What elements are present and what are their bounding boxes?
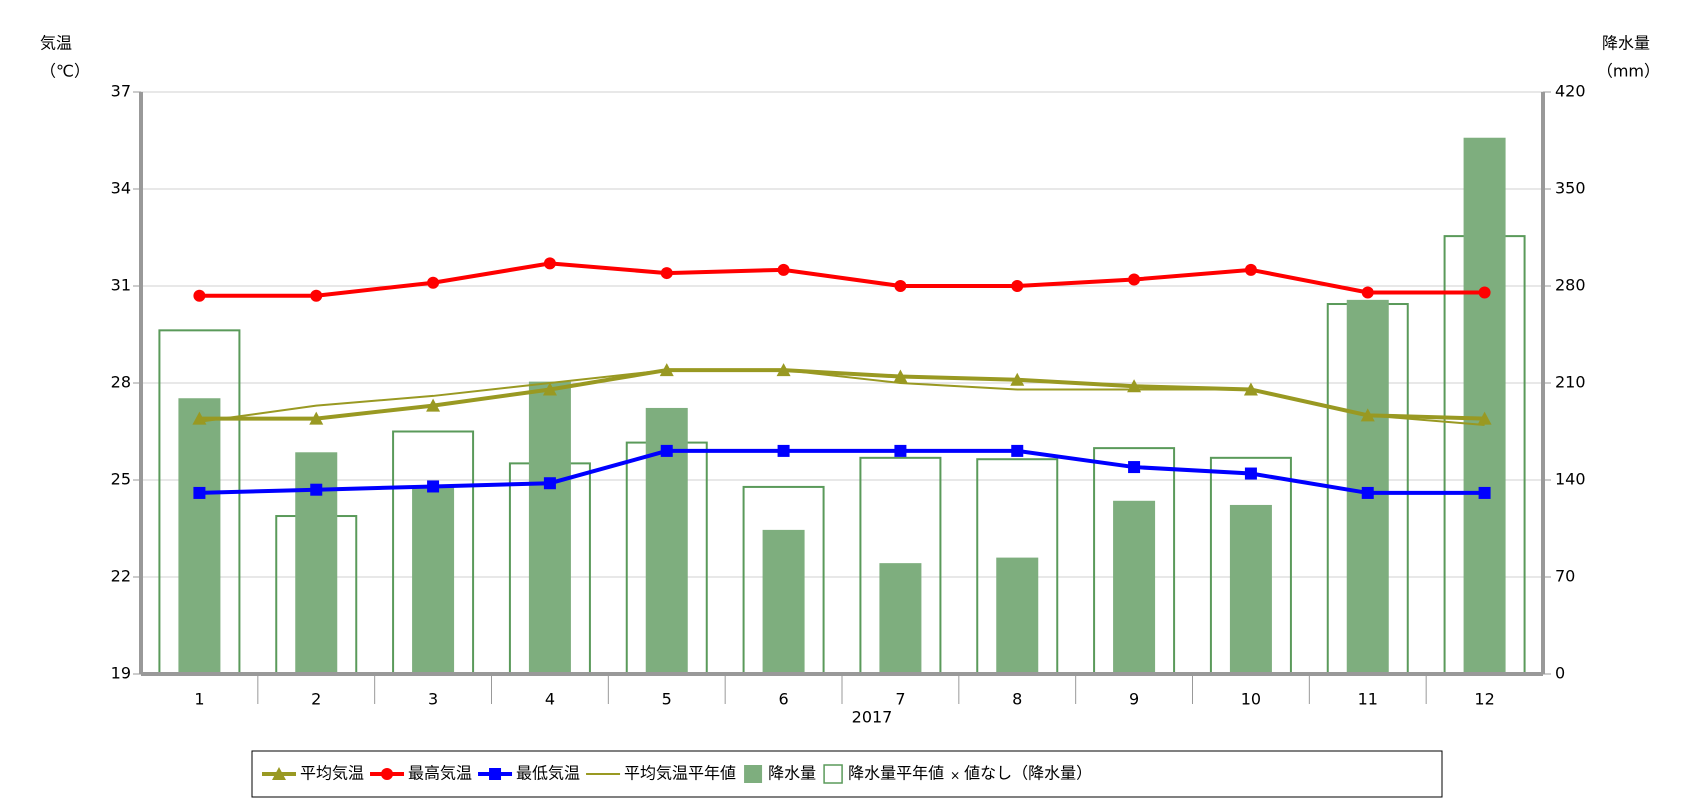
point (427, 276, 440, 289)
legend-label: 平均気温平年値 (624, 764, 736, 783)
point (542, 382, 557, 396)
legend-label: 降水量 (768, 764, 816, 783)
point (543, 477, 556, 490)
x-tick-label: 12 (1474, 690, 1494, 709)
line (199, 369, 1485, 427)
legend-swatch (823, 764, 843, 784)
y-tick-label: 31 (111, 276, 131, 295)
x-tick-label: 10 (1241, 690, 1261, 709)
y-tick-label: 34 (111, 179, 131, 198)
y2-tick-label: 70 (1555, 567, 1575, 586)
point (426, 398, 441, 412)
y-tick-label: 28 (111, 373, 131, 392)
y-tick-label: 37 (111, 82, 131, 101)
x-tick-label: 8 (1012, 690, 1022, 709)
x-tick-label: 4 (545, 690, 555, 709)
y2-axis-unit: （mm） (1597, 62, 1660, 81)
point (427, 480, 440, 493)
legend-label: 値なし（降水量） (964, 764, 1092, 783)
point (1477, 411, 1492, 425)
y-axis-title: 気温 (40, 34, 72, 53)
bar (879, 563, 922, 674)
point (310, 289, 323, 302)
legend-box (251, 750, 1443, 798)
bar (1346, 299, 1389, 674)
x-tick-label: 11 (1358, 690, 1378, 709)
point (1011, 280, 1024, 292)
bar (178, 398, 221, 674)
x-axis-title: 2017 (852, 708, 893, 727)
y2-tick-label: 420 (1555, 82, 1586, 101)
bar (528, 381, 571, 674)
point (309, 411, 324, 425)
legend-marker (381, 768, 394, 780)
y-axis-unit: （℃） (40, 62, 90, 81)
legend-marker (272, 767, 286, 780)
point (1478, 286, 1491, 299)
point (1361, 486, 1374, 499)
x-tick-label: 3 (428, 690, 438, 709)
legend-label: 最高気温 (408, 764, 472, 783)
legend-label: 降水量平年値 (848, 764, 944, 783)
x-tick-label: 7 (895, 690, 905, 709)
y2-tick-label: 210 (1555, 373, 1586, 392)
point (777, 263, 790, 276)
legend-x-marker: × (950, 769, 960, 783)
point (893, 369, 908, 383)
point (1011, 444, 1024, 457)
point (660, 444, 673, 457)
y2-tick-label: 140 (1555, 470, 1586, 489)
x-tick-label: 9 (1129, 690, 1139, 709)
point (193, 289, 206, 302)
bar (1229, 504, 1272, 674)
point (894, 280, 907, 292)
y2-axis-title: 降水量 (1602, 34, 1650, 53)
y-tick-label: 19 (111, 664, 131, 683)
y2-tick-label: 350 (1555, 179, 1586, 198)
line (199, 261, 1485, 298)
y-tick-label: 25 (111, 470, 131, 489)
point (1478, 486, 1491, 499)
x-tick-label: 2 (311, 690, 321, 709)
y2-tick-label: 0 (1555, 664, 1565, 683)
bar (762, 529, 805, 674)
point (1128, 461, 1141, 474)
point (1244, 263, 1257, 276)
y-tick-label: 22 (111, 567, 131, 586)
line (199, 448, 1485, 495)
x-tick-label: 1 (194, 690, 204, 709)
legend-swatch (744, 765, 763, 783)
point (1010, 372, 1025, 386)
bar (1113, 500, 1156, 674)
point (660, 267, 673, 280)
bar (1463, 137, 1506, 674)
legend-label: 最低気温 (516, 764, 580, 783)
point (310, 483, 323, 496)
point (777, 444, 790, 457)
x-tick-label: 6 (778, 690, 788, 709)
legend-label: 平均気温 (300, 764, 364, 783)
bar (996, 557, 1039, 674)
y2-tick-label: 280 (1555, 276, 1586, 295)
legend-marker (489, 768, 502, 780)
point (1361, 286, 1374, 299)
point (543, 257, 556, 270)
point (193, 486, 206, 499)
x-tick-label: 5 (662, 690, 672, 709)
point (1128, 273, 1141, 286)
bar (412, 485, 455, 674)
point (1244, 467, 1257, 480)
point (894, 444, 907, 457)
